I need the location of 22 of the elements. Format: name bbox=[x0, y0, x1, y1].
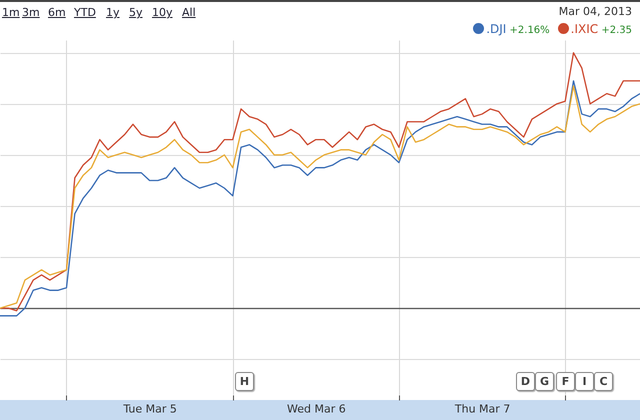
text: H bbox=[235, 372, 254, 391]
text: +2.35 bbox=[600, 25, 632, 36]
text: I bbox=[575, 372, 594, 391]
x-tick-label: Wed Mar 6 bbox=[286, 402, 346, 416]
text: All bbox=[182, 6, 196, 19]
text: Mar 04, 2013 bbox=[558, 5, 632, 18]
text: 6m bbox=[48, 6, 66, 19]
text: YTD bbox=[74, 6, 96, 19]
text: 1m bbox=[2, 6, 20, 19]
text: 5y bbox=[129, 6, 143, 19]
legend-label: .IXIC bbox=[570, 22, 598, 36]
text: 3m bbox=[22, 6, 40, 19]
x-tick-label: Thu Mar 7 bbox=[454, 402, 510, 416]
text: G bbox=[535, 372, 554, 391]
x-tick-label: Tue Mar 5 bbox=[122, 402, 177, 416]
legend-label: .DJI bbox=[486, 22, 506, 36]
text: C bbox=[594, 372, 613, 391]
text: D bbox=[516, 372, 535, 391]
text: F bbox=[556, 372, 575, 391]
text: +2.16% bbox=[508, 25, 550, 36]
text: 1y bbox=[106, 6, 120, 19]
text: 10y bbox=[152, 6, 173, 19]
